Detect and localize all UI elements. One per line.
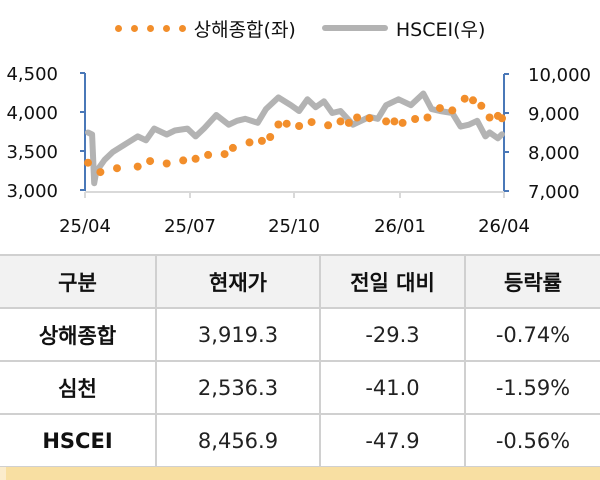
data-point — [191, 154, 200, 163]
table-row: 심천 2,536.3 -41.0 -1.59% — [0, 360, 600, 415]
data-point — [344, 118, 353, 127]
x-tick-label: 25/10 — [268, 216, 320, 237]
data-point — [96, 168, 105, 177]
data-point — [469, 96, 477, 105]
x-axis-labels: 25/04 25/07 25/10 26/01 26/04 — [59, 216, 530, 237]
legend-item-hscei: HSCEI(우) — [321, 15, 486, 42]
row-change: -41.0 — [319, 360, 466, 415]
hscei-series-line — [85, 90, 505, 187]
line-marker-icon — [321, 25, 388, 31]
data-point — [220, 150, 229, 159]
row-name: 상해종합 — [0, 307, 157, 362]
row-name: HSCEI — [0, 413, 157, 468]
legend-label-shanghai: 상해종합(좌) — [193, 18, 296, 41]
data-point — [84, 158, 92, 167]
x-tick-label: 26/04 — [478, 216, 530, 237]
header-category: 구분 — [0, 254, 157, 309]
line-chart: 4,500 4,000 3,500 3,000 10,000 9,000 8,0… — [6, 64, 591, 237]
right-tick-marks — [504, 73, 509, 192]
legend-item-shanghai: 상해종합(좌) — [114, 15, 296, 42]
left-axis-labels: 4,500 4,000 3,500 3,000 — [6, 64, 58, 202]
data-point — [113, 164, 121, 173]
data-point — [411, 115, 420, 123]
data-point — [266, 133, 275, 141]
data-point — [133, 162, 142, 171]
data-point — [485, 113, 494, 122]
row-change: -29.3 — [319, 307, 466, 362]
data-point — [460, 94, 469, 103]
legend-label-hscei: HSCEI(우) — [395, 18, 486, 41]
right-axis-labels: 10,000 9,000 8,000 7,000 — [528, 65, 591, 203]
data-point — [257, 136, 266, 145]
header-price: 현재가 — [155, 254, 321, 309]
data-point — [179, 156, 188, 165]
data-point — [382, 117, 391, 126]
row-change: -47.9 — [319, 413, 466, 468]
row-rate: -0.74% — [464, 307, 600, 362]
data-point — [398, 118, 407, 127]
data-point — [324, 121, 333, 130]
table-header-row: 구분 현재가 전일 대비 등락률 — [0, 254, 600, 309]
shanghai-series-dots — [84, 94, 506, 177]
right-tick-label: 7,000 — [528, 182, 580, 203]
left-tick-label: 4,000 — [6, 103, 58, 124]
left-tick-label: 4,500 — [6, 64, 58, 85]
data-point — [162, 159, 171, 168]
header-change: 전일 대비 — [319, 254, 466, 309]
left-tick-label: 3,500 — [6, 142, 58, 163]
footer-strip — [6, 467, 600, 480]
x-tick-label: 25/04 — [59, 216, 111, 237]
dotted-marker-icon — [114, 24, 186, 32]
table-row: 상해종합 3,919.3 -29.3 -0.74% — [0, 307, 600, 362]
row-rate: -1.59% — [464, 360, 600, 415]
footer-strip-edge — [0, 467, 6, 480]
x-tick-label: 26/01 — [374, 216, 426, 237]
data-point — [448, 106, 457, 115]
right-tick-label: 8,000 — [528, 143, 580, 164]
right-tick-label: 9,000 — [528, 104, 580, 125]
data-point — [423, 113, 432, 122]
row-rate: -0.56% — [464, 413, 600, 468]
row-price: 3,919.3 — [155, 307, 321, 362]
data-point — [336, 117, 345, 126]
data-point — [295, 122, 304, 130]
data-point — [498, 114, 506, 123]
x-tick-marks — [84, 192, 505, 198]
row-price: 2,536.3 — [155, 360, 321, 415]
data-point — [477, 101, 486, 110]
data-point — [435, 104, 444, 113]
data-point — [390, 117, 399, 126]
left-tick-label: 3,000 — [6, 181, 58, 202]
data-point — [307, 118, 316, 127]
left-tick-marks — [80, 72, 85, 191]
data-point — [274, 120, 283, 129]
right-tick-label: 10,000 — [528, 65, 591, 86]
data-point — [204, 150, 213, 159]
row-name: 심천 — [0, 360, 157, 415]
index-table: 구분 현재가 전일 대비 등락률 상해종합 3,919.3 -29.3 -0.7… — [0, 254, 600, 468]
data-point — [245, 138, 254, 147]
header-rate: 등락률 — [464, 254, 600, 309]
data-point — [228, 143, 237, 152]
chart-legend: 상해종합(좌) HSCEI(우) — [0, 10, 600, 46]
data-point — [282, 119, 291, 128]
data-point — [146, 157, 155, 166]
x-tick-label: 25/07 — [164, 216, 216, 237]
data-point — [353, 113, 362, 122]
row-price: 8,456.9 — [155, 413, 321, 468]
data-point — [365, 114, 374, 123]
table-row: HSCEI 8,456.9 -47.9 -0.56% — [0, 413, 600, 468]
